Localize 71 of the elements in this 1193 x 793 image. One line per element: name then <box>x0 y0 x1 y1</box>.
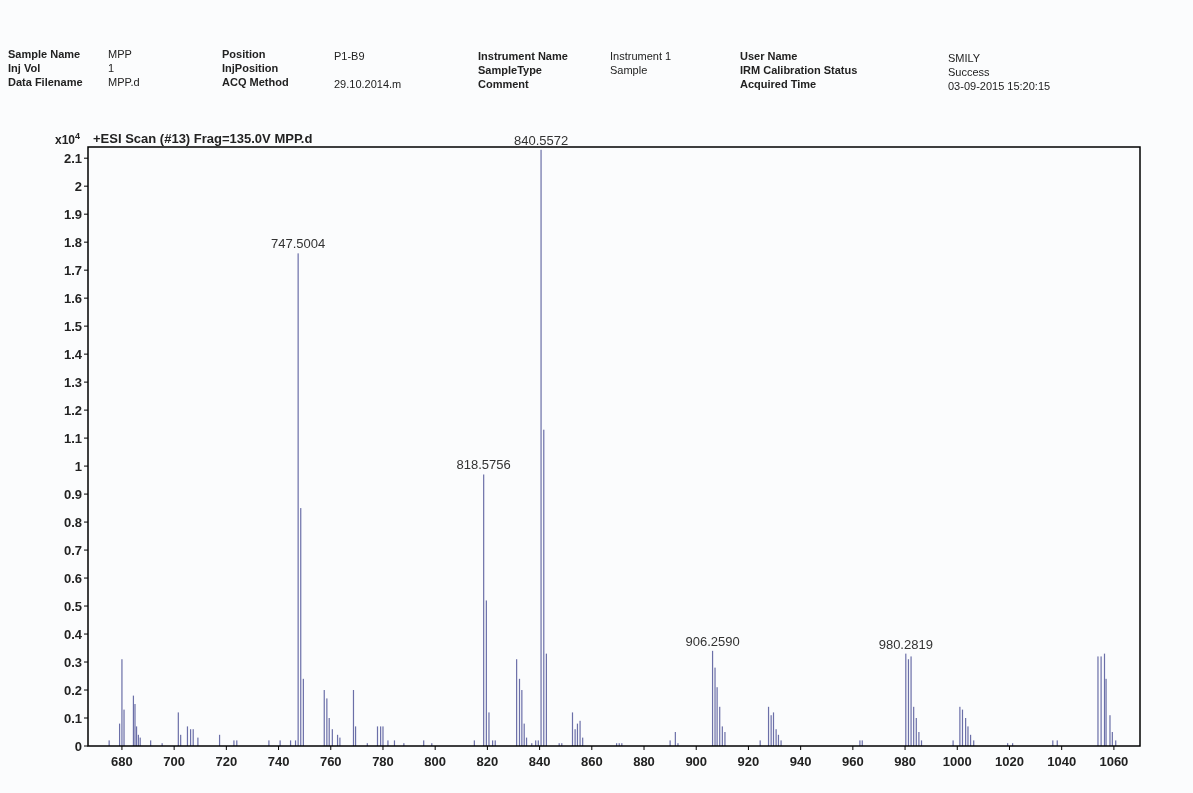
x-tick-label: 740 <box>267 754 290 769</box>
annotation: 840.5572 <box>513 132 569 148</box>
x-tick-label: 720 <box>215 754 238 769</box>
x-tick-label: 820 <box>476 754 499 769</box>
text: Data Filename <box>8 76 83 88</box>
y-tick-label: 1.6 <box>63 290 82 306</box>
text: SMILY <box>948 52 981 64</box>
text: 03-09-2015 15:20:15 <box>948 80 1051 92</box>
x-tick-label: 900 <box>685 754 708 769</box>
y-tick-label: 1.1 <box>63 430 82 446</box>
text: Sample Name <box>8 48 81 60</box>
text: MPP.d <box>108 76 140 88</box>
x-tick-label: 880 <box>633 754 655 769</box>
annotation: 980.2819 <box>878 636 933 652</box>
x-tick-label: 780 <box>372 754 394 769</box>
text: IRM Calibration Status <box>740 64 858 76</box>
x-tick-label: 860 <box>580 754 603 769</box>
text: Comment <box>478 78 530 90</box>
y-tick-label: 2 <box>74 178 82 194</box>
x-tick-label: 760 <box>319 754 342 769</box>
text: User Name <box>740 50 798 62</box>
y-tick-label: 0.5 <box>63 598 82 614</box>
y-tick-label: 0 <box>74 738 82 754</box>
x-tick-label: 700 <box>163 754 185 769</box>
text: Position <box>222 48 266 60</box>
text: Inj Vol <box>8 62 41 74</box>
y-tick-label: 0.6 <box>63 570 82 586</box>
y-tick-label: 1.3 <box>63 374 82 390</box>
y-tick-label: 0.1 <box>63 710 82 726</box>
y-tick-label: 0.9 <box>63 486 82 502</box>
text: InjPosition <box>222 62 279 74</box>
y-tick-label: 1.5 <box>63 318 82 334</box>
y-tick-label: 1 <box>74 458 82 474</box>
text: 29.10.2014.m <box>334 78 402 90</box>
annotation: 818.5756 <box>456 457 511 473</box>
y-tick-label: 1.8 <box>63 234 82 250</box>
text: 1 <box>108 62 115 74</box>
y-tick-label: 0.7 <box>63 542 82 558</box>
x-tick-label: 680 <box>111 754 133 769</box>
y-tick-label: 2.1 <box>63 150 82 166</box>
y-tick-label: 0.2 <box>63 682 82 698</box>
x-tick-label: 960 <box>842 754 864 769</box>
y-axis-title: x10$^{4}$ <box>54 131 80 147</box>
annotation: 906.2590 <box>685 633 740 649</box>
x-tick-label: 1060 <box>1099 754 1129 769</box>
y-tick-label: 1.2 <box>63 402 82 418</box>
x-tick-label: 840 <box>528 754 551 769</box>
text: Instrument 1 <box>610 50 672 62</box>
x-tick-label: 980 <box>894 754 916 769</box>
y-tick-label: 0.3 <box>63 654 82 670</box>
x-tick-label: 1000 <box>942 754 972 769</box>
text: Instrument Name <box>478 50 568 62</box>
annotation: 747.5004 <box>271 236 326 252</box>
text: MPP <box>108 48 132 60</box>
y-tick-label: 0.8 <box>63 514 82 530</box>
text: ACQ Method <box>222 76 289 88</box>
chart-title: +ESI Scan (#13) Frag=135.0V MPP.d <box>93 131 313 146</box>
y-tick-label: 1.9 <box>63 206 82 222</box>
x-tick-label: 940 <box>789 754 812 769</box>
text: SampleType <box>478 64 542 76</box>
text: Acquired Time <box>740 78 817 90</box>
x-tick-label: 1020 <box>995 754 1024 769</box>
y-tick-label: 0.4 <box>63 626 83 642</box>
y-tick-label: 1.4 <box>63 346 83 362</box>
x-tick-label: 920 <box>737 754 760 769</box>
text: Sample <box>610 64 648 76</box>
y-tick-label: 1.7 <box>63 262 82 278</box>
text: Success <box>948 66 991 78</box>
x-tick-label: 800 <box>424 754 447 769</box>
text: P1-B9 <box>334 50 365 62</box>
x-tick-label: 1040 <box>1047 754 1077 769</box>
